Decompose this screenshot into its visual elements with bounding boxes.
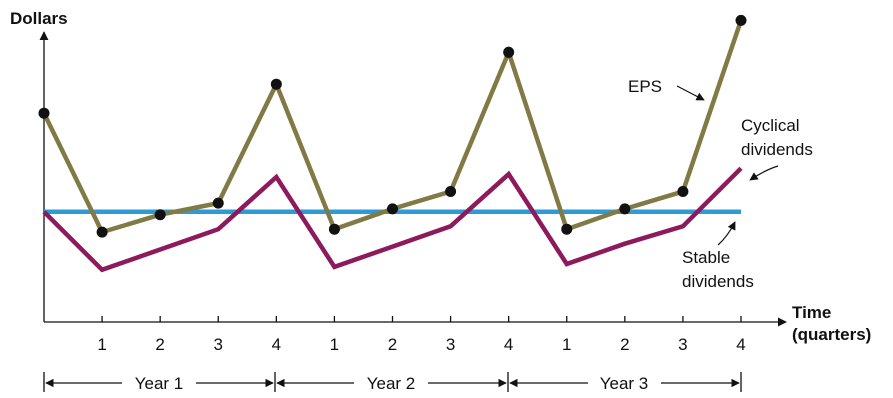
- eps-label: EPS: [628, 77, 662, 96]
- year-brackets: Year 1 Year 2 Year 3: [43, 372, 742, 393]
- x-tick-label: 4: [504, 335, 513, 354]
- cyclical-label-line-2: dividends: [741, 140, 813, 159]
- eps-point: [735, 14, 747, 26]
- year3-label: Year 3: [600, 374, 649, 393]
- x-tick-label: 1: [330, 335, 339, 354]
- eps-point: [503, 46, 515, 58]
- eps-pointer: [676, 85, 705, 101]
- x-tick-label: 3: [446, 335, 455, 354]
- eps-point: [445, 186, 457, 197]
- y-axis-title: Dollars: [10, 9, 68, 28]
- eps-point: [154, 209, 166, 221]
- eps-point: [38, 107, 50, 119]
- x-tick-label: 1: [97, 335, 106, 354]
- eps-line: [41, 19, 744, 235]
- x-tick-label: 1: [562, 335, 571, 354]
- cyclical-pointer: [749, 165, 779, 181]
- x-ticks: 1 2 3 4 1 2 3 4 1 2 3 4: [97, 316, 746, 354]
- eps-point: [96, 226, 108, 238]
- eps-point: [677, 186, 689, 197]
- cyclical-dividends-line: [42, 166, 743, 273]
- stable-pointer: [717, 221, 736, 246]
- eps-point: [270, 78, 282, 90]
- x-tick-label: 2: [388, 335, 397, 354]
- year1-label: Year 1: [135, 374, 184, 393]
- x-tick-label: 4: [736, 335, 745, 354]
- stable-label-line-2: dividends: [682, 272, 754, 291]
- x-tick-label: 4: [272, 335, 281, 354]
- eps-point: [212, 197, 224, 209]
- x-tick-label: 3: [214, 335, 223, 354]
- eps-point: [387, 203, 398, 215]
- x-tick-label: 3: [678, 335, 687, 354]
- series-lines: [41, 19, 744, 273]
- stable-label-line-1: Stable: [682, 248, 730, 267]
- x-tick-label: 2: [155, 335, 164, 354]
- x-axis-title-line-1: Time: [792, 303, 831, 322]
- eps-point: [328, 223, 340, 235]
- eps-point: [561, 223, 573, 235]
- year2-label: Year 2: [367, 374, 416, 393]
- series-markers: [38, 14, 747, 238]
- x-axis-title-line-2: (quarters): [792, 325, 871, 344]
- x-tick-label: 2: [620, 335, 629, 354]
- eps-point: [619, 203, 631, 215]
- cyclical-label-line-1: Cyclical: [741, 116, 800, 135]
